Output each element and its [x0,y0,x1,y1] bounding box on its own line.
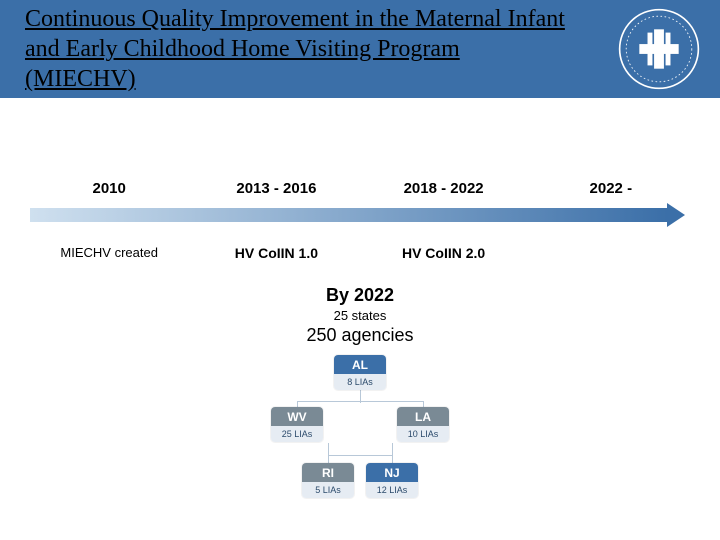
summary-agencies: 250 agencies [0,325,720,346]
state-node-label: NJ [366,463,418,482]
timeline-period: 2010 [30,180,188,197]
timeline-event: MIECHV created [30,245,188,261]
state-node-label: WV [271,407,323,426]
state-node-lias: 5 LIAs [302,482,354,498]
state-node-lias: 25 LIAs [271,426,323,442]
state-node-ri: RI5 LIAs [302,463,354,498]
state-node-lias: 8 LIAs [334,374,386,390]
state-node-wv: WV25 LIAs [271,407,323,442]
node-connector [328,455,393,456]
header-bar: Continuous Quality Improvement in the Ma… [0,0,720,98]
state-node-lias: 12 LIAs [366,482,418,498]
state-nodes-diagram: AL8 LIAs WV25 LIAs LA10 LIAs RI5 LIAs NJ12 L… [0,355,720,525]
timeline-arrow [30,208,685,222]
node-connector [360,393,361,394]
timeline-arrow-body [30,208,667,222]
state-node-label: AL [334,355,386,374]
timeline-events-row: MIECHV created HV CoIIN 1.0 HV CoIIN 2.0 [30,245,690,261]
state-node-lias: 10 LIAs [397,426,449,442]
timeline-periods-row: 2010 2013 - 2016 2018 - 2022 2022 - [30,180,690,197]
summary-states: 25 states [0,308,720,323]
node-connector [360,389,361,403]
state-node-al: AL8 LIAs [334,355,386,390]
state-node-la: LA10 LIAs [397,407,449,442]
state-node-label: RI [302,463,354,482]
node-connector [328,443,329,463]
timeline-event: HV CoIIN 2.0 [364,245,522,261]
timeline-period: 2022 - [532,180,690,197]
timeline-event: HV CoIIN 1.0 [197,245,355,261]
state-node-label: LA [397,407,449,426]
timeline-arrow-head [667,203,685,227]
timeline-period: 2013 - 2016 [197,180,355,197]
summary-heading: By 2022 [0,285,720,306]
state-node-nj: NJ12 LIAs [366,463,418,498]
timeline-period: 2018 - 2022 [364,180,522,197]
page-title: Continuous Quality Improvement in the Ma… [25,4,570,94]
timeline-event [532,245,690,261]
node-connector [392,443,393,463]
ri-health-logo [618,8,700,90]
summary-block: By 2022 25 states 250 agencies [0,285,720,346]
